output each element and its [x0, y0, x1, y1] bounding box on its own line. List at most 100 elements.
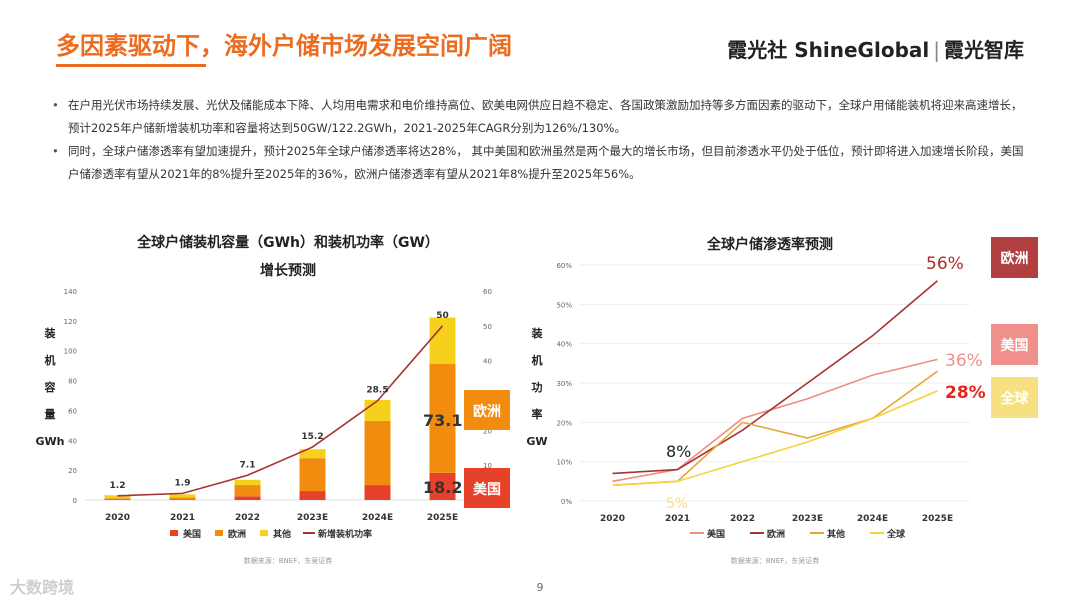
power-value-label: 1.2 — [110, 481, 126, 491]
anno-2021-8pct: 8% — [666, 442, 691, 461]
bar-segment — [234, 496, 261, 500]
bar-segment — [169, 499, 196, 500]
bar-segment — [299, 449, 326, 459]
y-tick-label: 60% — [556, 262, 572, 270]
legend-label: 其他 — [273, 528, 291, 540]
x-tick-label: 2022 — [235, 513, 260, 523]
y-tick-label: 40% — [556, 341, 572, 349]
us-callout-label: 美国 — [473, 481, 501, 498]
side-box — [991, 324, 1038, 365]
y-tick-label: 140 — [64, 288, 77, 296]
side-box — [991, 377, 1038, 418]
penetration-chart: 全球户储渗透率预测 0% 10% 20% 30% 40% 50% 60% 2020 2021 20… — [556, 236, 1038, 565]
y2label-char: 装 — [531, 326, 543, 340]
y-tick-label: 0 — [73, 497, 77, 505]
bar-segment — [234, 485, 261, 497]
brand-logo: 霞光社 ShineGlobal | 霞光智库 — [727, 38, 1024, 62]
chart1-title-line1: 全球户储装机容量（GWh）和装机功率（GW） — [136, 234, 439, 251]
chart2-legend: 美国 欧洲 其他 全球 — [690, 528, 906, 540]
y-tick-label: 20 — [68, 467, 77, 475]
bar-segment — [364, 485, 391, 500]
legend-swatch — [260, 530, 268, 536]
anno-global-28pct: 28% — [945, 383, 986, 403]
y-tick-label: 80 — [68, 378, 77, 386]
title-underline — [56, 64, 206, 67]
legend-label: 美国 — [183, 528, 201, 540]
bar-segment — [104, 495, 131, 499]
legend-label: 欧洲 — [228, 528, 246, 540]
logo-shineglobal: 霞光社 ShineGlobal — [727, 38, 930, 62]
chart1-source: 数据来源：BNEF，东吴证券 — [244, 556, 333, 565]
chart1-y2label: 装机功率 GW — [526, 326, 547, 448]
power-value-label: 1.9 — [175, 478, 191, 488]
europe-callout-box — [464, 390, 510, 430]
y-tick-label: 0% — [561, 498, 572, 506]
y-tick-label: 100 — [64, 348, 77, 356]
power-value-label: 15.2 — [301, 432, 323, 442]
europe-value-label: 73.1 — [423, 411, 462, 430]
x-tick-label: 2024E — [857, 514, 888, 524]
legend-swatch — [170, 530, 178, 536]
anno-us-36pct: 36% — [945, 351, 983, 371]
x-tick-label: 2020 — [600, 514, 625, 524]
series-line-其他 — [612, 370, 938, 487]
legend-swatch — [215, 530, 223, 536]
side-box-label: 美国 — [1001, 337, 1029, 354]
y2label-char: GW — [526, 435, 547, 448]
page-number: 9 — [536, 581, 544, 594]
chart2-title: 全球户储渗透率预测 — [706, 236, 833, 253]
side-box-label: 欧洲 — [1001, 250, 1029, 267]
ylabel-char: 装 — [44, 326, 56, 340]
y2-tick-label: 50 — [483, 323, 492, 331]
x-tick-label: 2025E — [922, 514, 953, 524]
logo-zhiku: 霞光智库 — [944, 38, 1024, 62]
power-value-label: 28.5 — [366, 386, 388, 396]
bar-segment — [234, 479, 261, 486]
chart1-title-line2: 增长预测 — [260, 262, 316, 279]
chart2-source: 数据来源：BNEF，东吴证券 — [731, 556, 820, 565]
page-title: 多因素驱动下，海外户储市场发展空间广阔 — [56, 32, 512, 60]
us-callout-box — [464, 468, 510, 508]
chart1-legend: 美国 欧洲 其他 新增装机功率 — [170, 528, 372, 540]
capacity-chart: 全球户储装机容量（GWh）和装机功率（GW） 增长预测 装机容量 GWh 装机功率… — [36, 234, 548, 565]
bar-segment — [364, 420, 391, 486]
series-line-全球 — [612, 390, 938, 487]
y2-tick-label: 40 — [483, 358, 492, 366]
watermark: 大数跨境 — [10, 578, 75, 597]
side-box — [991, 237, 1038, 278]
anno-europe-56pct: 56% — [926, 254, 964, 274]
legend-label: 全球 — [886, 528, 906, 540]
bar-segment — [169, 497, 196, 500]
ylabel-char: 机 — [45, 353, 56, 367]
y-tick-label: 50% — [556, 301, 572, 309]
power-value-label: 50 — [436, 311, 449, 321]
y2-tick-label: 60 — [483, 288, 492, 296]
y-tick-label: 120 — [64, 318, 77, 326]
y-tick-label: 10% — [556, 459, 572, 467]
series-line-美国 — [612, 358, 938, 483]
x-tick-label: 2021 — [665, 514, 690, 524]
bar-segment — [104, 498, 131, 500]
x-tick-label: 2022 — [730, 514, 755, 524]
bar-segment — [429, 472, 456, 500]
x-tick-label: 2023E — [297, 513, 328, 523]
y2label-char: 功 — [532, 380, 543, 394]
legend-label: 其他 — [827, 528, 845, 540]
power-line — [117, 325, 444, 497]
bar-segment — [299, 491, 326, 500]
bullet-2: 同时，全球户储渗透率有望加速提升，预计2025年全球户储渗透率将达28%， 其中… — [52, 140, 1032, 186]
y2label-char: 率 — [532, 407, 543, 421]
anno-2021-5pct: 5% — [666, 496, 688, 512]
legend-label: 新增装机功率 — [318, 528, 372, 540]
x-tick-label: 2020 — [105, 513, 130, 523]
bullet-1: 在户用光伏市场持续发展、光伏及储能成本下降、人均用电需求和电价维持高位、欧美电网… — [52, 94, 1032, 140]
legend-label: 美国 — [707, 528, 725, 540]
power-value-label: 7.1 — [240, 460, 256, 470]
us-value-label: 18.2 — [423, 478, 462, 497]
series-line-欧洲 — [612, 280, 939, 475]
x-tick-label: 2021 — [170, 513, 195, 523]
bar-segment — [169, 494, 196, 498]
bar-segment — [429, 317, 456, 364]
y-tick-label: 60 — [68, 407, 77, 415]
x-tick-label: 2024E — [362, 513, 393, 523]
